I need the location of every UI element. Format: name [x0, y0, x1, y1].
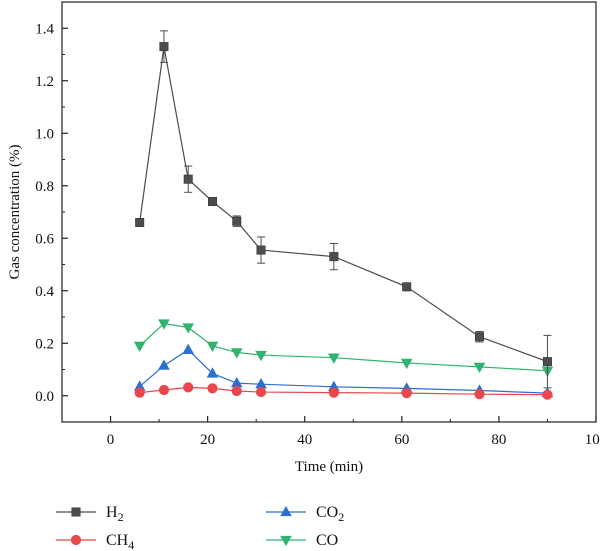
- data-point: [328, 353, 340, 364]
- y-tick-label: 0.4: [35, 284, 54, 300]
- data-point: [158, 319, 170, 330]
- legend-label-subscript: 2: [118, 510, 124, 524]
- data-point: [183, 382, 194, 393]
- x-tick-label: 100: [585, 432, 600, 448]
- data-point: [231, 385, 242, 397]
- data-point: [232, 216, 242, 226]
- series-ch4: [134, 382, 553, 400]
- legend-label-base: CO: [316, 504, 338, 521]
- data-point: [474, 389, 485, 400]
- data-point: [230, 348, 243, 359]
- legend-label-base: H: [106, 504, 118, 521]
- data-point: [255, 386, 267, 398]
- y-tick-label: 1.2: [35, 74, 54, 90]
- series-line: [139, 386, 548, 396]
- series-layer: [133, 30, 554, 400]
- data-point: [473, 362, 486, 374]
- data-point: [206, 367, 219, 378]
- legend-label-subscript: 2: [338, 510, 344, 524]
- data-point: [402, 282, 412, 292]
- data-point: [135, 218, 145, 228]
- legend-marker: [280, 535, 292, 547]
- data-point: [183, 174, 193, 184]
- data-point: [255, 378, 267, 389]
- legend-item-co: CO: [266, 532, 338, 549]
- legend-label-base: CH: [106, 532, 129, 549]
- data-point: [207, 197, 217, 207]
- series-line: [139, 46, 548, 363]
- series-line: [139, 349, 548, 394]
- data-point: [182, 343, 195, 354]
- y-tick-label: 0.6: [35, 231, 54, 247]
- data-point: [133, 341, 146, 353]
- data-point: [400, 358, 413, 370]
- data-point: [542, 389, 553, 400]
- legend-label: CO: [316, 532, 338, 549]
- y-axis-label: Gas concentration (%): [7, 145, 23, 280]
- legend-label: CO2: [316, 504, 344, 524]
- data-point: [159, 42, 169, 52]
- legend-label: CH4: [106, 532, 134, 551]
- data-point: [207, 383, 218, 394]
- legend-label: H2: [106, 504, 124, 524]
- legend-label-base: CO: [316, 532, 338, 549]
- legend-item-ch4: CH4: [56, 532, 134, 551]
- legend-marker: [280, 505, 292, 517]
- data-point: [182, 323, 195, 334]
- data-point: [401, 388, 412, 399]
- series-co2: [133, 343, 554, 398]
- x-tick-label: 60: [394, 432, 409, 448]
- y-tick-label: 0.2: [35, 336, 54, 352]
- data-point: [542, 357, 552, 367]
- x-tick-label: 0: [107, 432, 115, 448]
- x-tick-label: 80: [491, 432, 506, 448]
- x-axis-ticks: 0 20 40 60 80 100: [61, 416, 600, 448]
- y-tick-label: 1.0: [35, 126, 54, 142]
- legend-label-subscript: 4: [128, 538, 134, 551]
- data-point: [134, 387, 145, 398]
- x-axis-label: Time (min): [295, 459, 363, 475]
- data-point: [206, 341, 219, 353]
- plot-frame: [61, 1, 597, 423]
- data-point: [328, 387, 339, 398]
- data-point: [474, 332, 484, 342]
- y-tick-label: 0.8: [35, 179, 54, 195]
- series-co: [133, 319, 554, 377]
- series-line: [139, 322, 548, 372]
- legend-marker: [71, 507, 81, 517]
- data-point: [255, 350, 267, 362]
- legend-item-h2: H2: [56, 504, 124, 524]
- data-point: [256, 245, 266, 255]
- y-tick-label: 1.4: [35, 21, 54, 37]
- data-point: [329, 252, 339, 262]
- series-h2: [135, 30, 552, 389]
- data-point: [158, 359, 170, 370]
- data-point: [158, 384, 170, 396]
- y-axis-ticks: 0.0 0.2 0.4 0.6 0.8 1.0 1.2 1.4: [35, 21, 68, 405]
- x-tick-label: 40: [297, 432, 312, 448]
- legend-marker: [70, 534, 82, 546]
- y-tick-label: 0.0: [35, 389, 54, 405]
- x-tick-label: 20: [200, 432, 215, 448]
- legend-item-co2: CO2: [266, 504, 344, 524]
